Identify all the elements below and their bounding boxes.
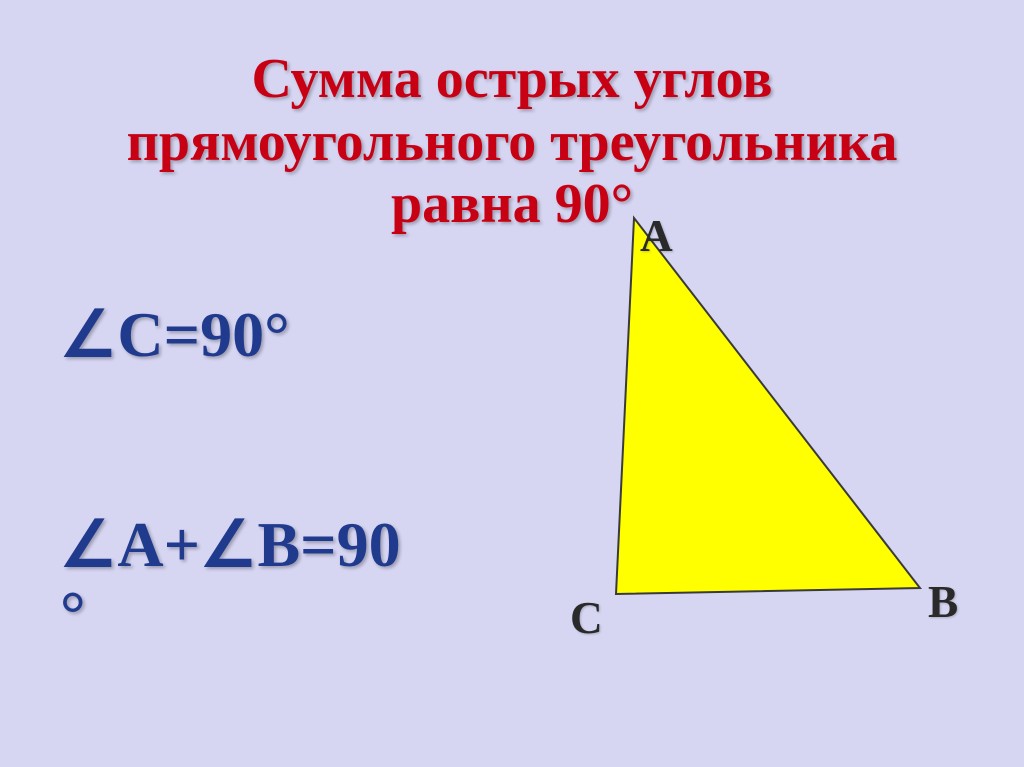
formula-1: ∠С=90°: [60, 300, 290, 369]
triangle-shape: [616, 218, 920, 594]
title-line-1: Сумма острых углов: [0, 48, 1024, 111]
formula-block-2: ∠А+∠В=90 °: [60, 510, 401, 648]
vertex-label-a: А: [640, 210, 673, 262]
triangle-area: А В С: [540, 214, 960, 634]
formula-2-line2: °: [60, 579, 401, 648]
title-line-2: прямоугольного треугольника: [0, 111, 1024, 174]
title-block: Сумма острых углов прямоугольного треуго…: [0, 48, 1024, 236]
formula-2-line1: ∠А+∠В=90: [60, 510, 401, 579]
vertex-label-c: С: [570, 592, 603, 644]
formula-block-1: ∠С=90°: [60, 300, 290, 369]
triangle-svg: [540, 214, 960, 634]
vertex-label-b: В: [928, 576, 958, 628]
slide: Сумма острых углов прямоугольного треуго…: [0, 0, 1024, 767]
